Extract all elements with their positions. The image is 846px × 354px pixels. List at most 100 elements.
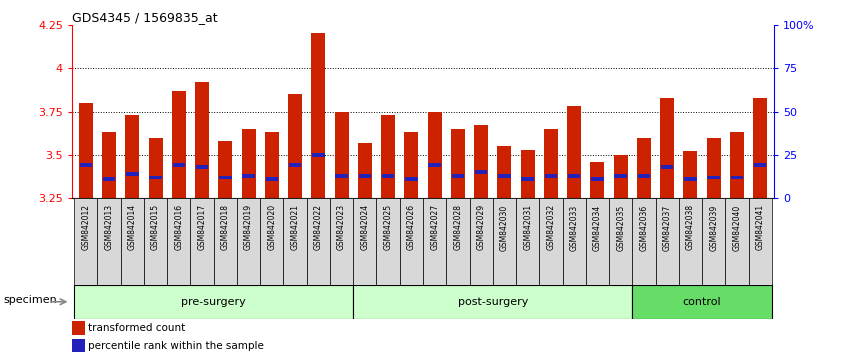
Bar [521,177,534,181]
Bar [661,165,673,169]
Text: GSM842036: GSM842036 [640,204,648,251]
Bar [749,198,772,285]
Text: GSM842038: GSM842038 [686,204,695,250]
Bar [382,115,395,198]
Bar [218,141,233,198]
Bar [452,174,464,178]
Text: post-surgery: post-surgery [458,297,528,307]
Bar [585,198,609,285]
Bar [74,198,97,285]
Bar [359,174,371,178]
Bar [242,174,255,178]
Text: GSM842027: GSM842027 [430,204,439,250]
Text: GSM842033: GSM842033 [569,204,579,251]
Bar [591,162,604,198]
Bar [427,112,442,198]
Text: GSM842014: GSM842014 [128,204,137,250]
Text: GSM842029: GSM842029 [476,204,486,250]
Bar [400,198,423,285]
Text: GSM842019: GSM842019 [244,204,253,250]
Bar [706,137,721,198]
Bar [474,125,488,198]
Bar [563,198,585,285]
Text: GSM842026: GSM842026 [407,204,416,250]
Bar [307,198,330,285]
Bar [753,98,767,198]
Bar [544,129,558,198]
Text: GSM842032: GSM842032 [547,204,555,250]
Bar [632,285,772,319]
Bar [237,198,261,285]
Bar [731,176,743,179]
Bar [126,172,139,176]
Bar [725,198,749,285]
Text: GSM842024: GSM842024 [360,204,370,250]
Bar [520,150,535,198]
Bar [330,198,354,285]
Bar [707,176,720,179]
Text: pre-surgery: pre-surgery [181,297,246,307]
Bar [382,174,394,178]
Bar [428,164,441,167]
Bar [497,146,511,198]
Bar [451,129,464,198]
Text: GSM842022: GSM842022 [314,204,323,250]
Bar [498,174,511,178]
Bar [656,198,678,285]
Text: GSM842013: GSM842013 [105,204,113,250]
Bar [149,137,162,198]
Bar [335,112,349,198]
Bar [637,137,651,198]
Bar [404,132,419,198]
Text: GSM842012: GSM842012 [81,204,91,250]
Bar [144,198,168,285]
Text: GDS4345 / 1569835_at: GDS4345 / 1569835_at [72,11,217,24]
Text: transformed count: transformed count [88,323,185,333]
Bar [173,164,185,167]
Bar [335,174,348,178]
Bar [74,285,354,319]
Bar [261,198,283,285]
Bar [660,98,674,198]
Bar [72,339,85,352]
Bar [288,164,301,167]
Text: specimen: specimen [3,295,58,305]
Text: GSM842021: GSM842021 [291,204,299,250]
Text: GSM842037: GSM842037 [662,204,672,251]
Bar [678,198,702,285]
Bar [684,177,696,181]
Bar [475,170,487,174]
Bar [613,155,628,198]
Text: GSM842025: GSM842025 [383,204,393,250]
Bar [614,174,627,178]
Text: GSM842030: GSM842030 [500,204,509,251]
Bar [539,198,563,285]
Text: GSM842040: GSM842040 [733,204,741,251]
Bar [492,198,516,285]
Bar [684,152,697,198]
Text: GSM842020: GSM842020 [267,204,277,250]
Bar [638,174,651,178]
Text: GSM842018: GSM842018 [221,204,230,250]
Bar [283,198,307,285]
Bar [312,153,325,157]
Bar [125,115,140,198]
Text: GSM842015: GSM842015 [151,204,160,250]
Text: control: control [683,297,722,307]
Bar [242,129,255,198]
Bar [423,198,446,285]
Bar [195,82,209,198]
Bar [405,177,418,181]
Bar [354,285,632,319]
Bar [214,198,237,285]
Bar [311,33,326,198]
Bar [97,198,121,285]
Bar [195,165,208,169]
Bar [470,198,492,285]
Bar [172,91,186,198]
Text: GSM842028: GSM842028 [453,204,463,250]
Text: GSM842031: GSM842031 [523,204,532,250]
Bar [516,198,539,285]
Bar [168,198,190,285]
Text: GSM842017: GSM842017 [198,204,206,250]
